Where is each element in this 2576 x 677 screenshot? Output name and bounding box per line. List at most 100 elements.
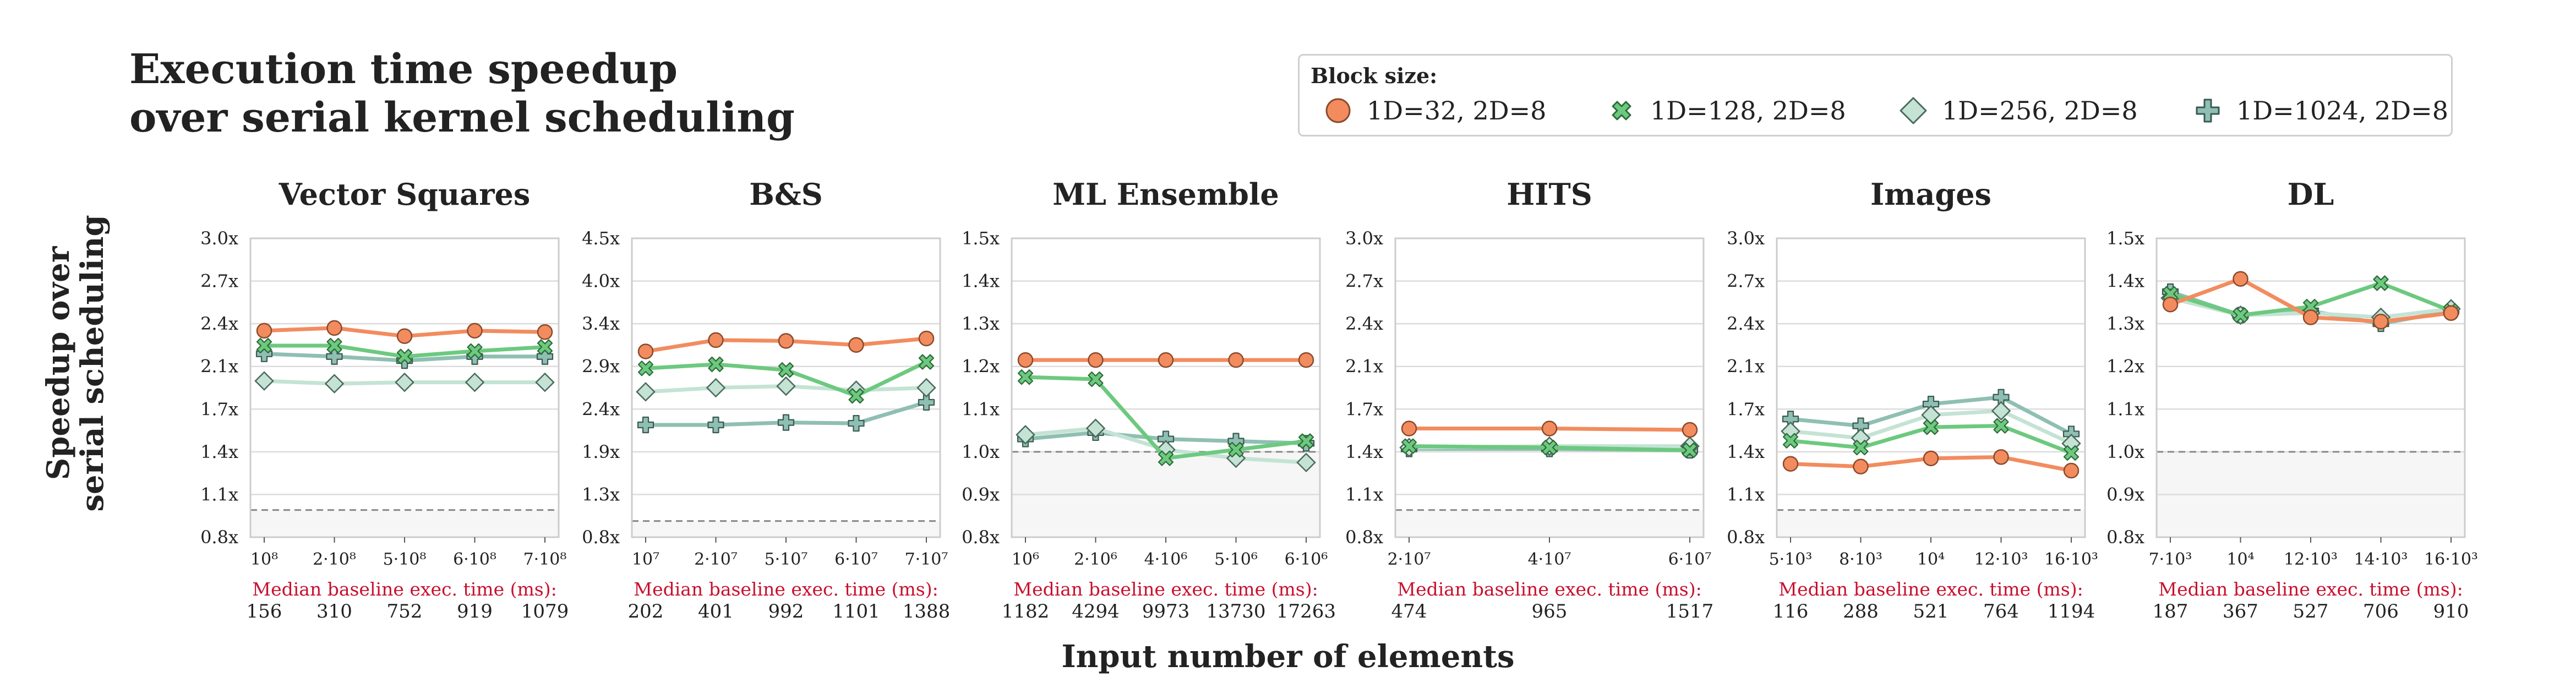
legend-label: 1D=256, 2D=8	[1942, 96, 2138, 125]
y-tick-label: 1.7x	[200, 398, 238, 419]
y-tick-label: 1.5x	[962, 228, 1000, 249]
data-point-diamond	[1085, 418, 1106, 438]
baseline-value: 202	[628, 600, 664, 623]
y-tick-label: 1.3x	[962, 313, 1000, 334]
x-tick-label: 5·10⁶	[1214, 550, 1258, 569]
series-1	[2162, 271, 2459, 330]
x-tick-label: 6·10⁷	[1668, 550, 1712, 569]
baseline-value: 156	[247, 600, 282, 623]
y-tick-label: 2.4x	[200, 313, 238, 334]
data-point-circle	[2373, 314, 2389, 330]
baseline-value: 17263	[1276, 600, 1336, 623]
slowdown-region	[250, 510, 559, 537]
y-tick-label: 2.4x	[582, 398, 620, 419]
subplot-vector-squares: 0.8x 1.1x 1.4x 1.7x 2.1x 2.4x 2.7x 3.0x 10⁸ 2·10⁸…	[200, 177, 569, 623]
data-point-x	[848, 388, 864, 404]
data-point-circle	[1158, 352, 1174, 368]
data-point-diamond	[324, 374, 345, 394]
y-tick-label: 1.3x	[582, 484, 620, 505]
data-point-x	[326, 337, 342, 354]
y-tick-label: 3.0x	[1345, 228, 1383, 249]
y-tick-label: 4.0x	[582, 271, 620, 292]
x-tick-label: 16·10³	[2424, 550, 2478, 569]
data-point-circle	[1993, 449, 2009, 465]
data-point-x	[1298, 433, 1314, 449]
x-tick-label: 4·10⁶	[1144, 550, 1188, 569]
series-3	[1781, 401, 2081, 454]
data-point-circle	[2302, 309, 2319, 325]
data-point-circle	[1782, 456, 1799, 472]
baseline-value: 706	[2363, 600, 2399, 623]
data-point-plus	[777, 414, 795, 431]
x-tick-label: 10⁷	[632, 550, 659, 569]
data-point-circle	[848, 337, 864, 353]
data-point-x	[256, 337, 272, 354]
y-tick-label: 2.9x	[582, 356, 620, 377]
plot-frame	[1776, 237, 2086, 538]
series-1	[637, 330, 935, 359]
data-point-diamond	[1016, 425, 1035, 445]
baseline-label: Median baseline exec. time (ms):	[1397, 578, 1701, 600]
y-tick-label: 0.8x	[962, 527, 1000, 548]
data-point-diamond	[535, 372, 555, 392]
y-tick-label: 2.7x	[1727, 271, 1765, 292]
subplot-title: Vector Squares	[279, 177, 531, 212]
subplot-title: B&S	[749, 177, 822, 212]
legend-title: Block size:	[1311, 63, 1438, 88]
y-tick-label: 1.9x	[582, 441, 620, 462]
data-point-circle	[1682, 422, 1698, 438]
baseline-value: 752	[387, 600, 423, 623]
series-2	[637, 354, 935, 404]
y-axis-label: Speedup over serial scheduling	[40, 215, 111, 511]
x-tick-label: 6·10⁶	[1285, 550, 1328, 569]
data-point-x	[918, 354, 935, 370]
baseline-value: 1101	[832, 600, 880, 623]
baseline-value: 1517	[1666, 600, 1714, 623]
data-point-x	[1158, 450, 1174, 466]
data-point-x	[1088, 371, 1104, 387]
x-tick-label: 7·10⁷	[905, 550, 948, 569]
y-tick-label: 1.4x	[962, 271, 1000, 292]
y-axis-label-line1: Speedup over	[40, 245, 77, 480]
data-point-x	[2162, 286, 2179, 302]
y-tick-label: 1.4x	[1345, 441, 1383, 462]
legend-item-1d32: 1D=32, 2D=8	[1322, 94, 1546, 127]
data-point-circle	[708, 332, 724, 348]
x-tick-label: 10⁶	[1012, 550, 1039, 569]
data-point-circle	[467, 323, 483, 339]
data-point-diamond	[916, 378, 936, 398]
data-point-x	[1017, 369, 1034, 385]
data-point-plus	[707, 416, 724, 434]
baseline-value: 1182	[1002, 600, 1050, 623]
data-point-diamond	[706, 378, 726, 398]
x-tick-label: 2·10⁸	[313, 550, 356, 569]
data-point-x	[2233, 307, 2248, 323]
baseline-label: Median baseline exec. time (ms):	[1013, 578, 1318, 600]
data-point-x	[637, 361, 654, 376]
subplot-hits: 0.8x 1.1x 1.4x 1.7x 2.1x 2.4x 2.7x 3.0x 2·10⁷ 4·1…	[1345, 177, 1713, 623]
y-tick-label: 1.1x	[1727, 484, 1765, 505]
data-point-circle	[2443, 305, 2459, 321]
y-tick-label: 2.1x	[200, 356, 238, 377]
data-point-x	[1682, 442, 1698, 458]
x-tick-label: 7·10⁸	[523, 550, 567, 569]
data-point-circle	[1923, 450, 1939, 467]
data-point-circle	[1017, 352, 1034, 368]
baseline-value: 1388	[903, 600, 951, 623]
series-1	[1017, 352, 1314, 368]
data-point-diamond	[1296, 452, 1316, 473]
baseline-value: 1079	[521, 600, 569, 623]
baseline-value: 965	[1532, 600, 1568, 623]
y-tick-label: 1.4x	[2106, 271, 2144, 292]
baseline-value: 187	[2153, 600, 2188, 623]
data-point-x	[2063, 445, 2080, 461]
x-tick-label: 7·10³	[2149, 550, 2192, 569]
series-2	[1782, 418, 2080, 461]
data-point-circle	[396, 328, 413, 344]
series-4	[637, 394, 935, 434]
data-point-circle	[637, 343, 654, 359]
data-point-diamond	[636, 382, 656, 402]
data-point-x	[467, 343, 483, 359]
y-tick-label: 2.1x	[1345, 356, 1383, 377]
series-2	[256, 337, 553, 364]
